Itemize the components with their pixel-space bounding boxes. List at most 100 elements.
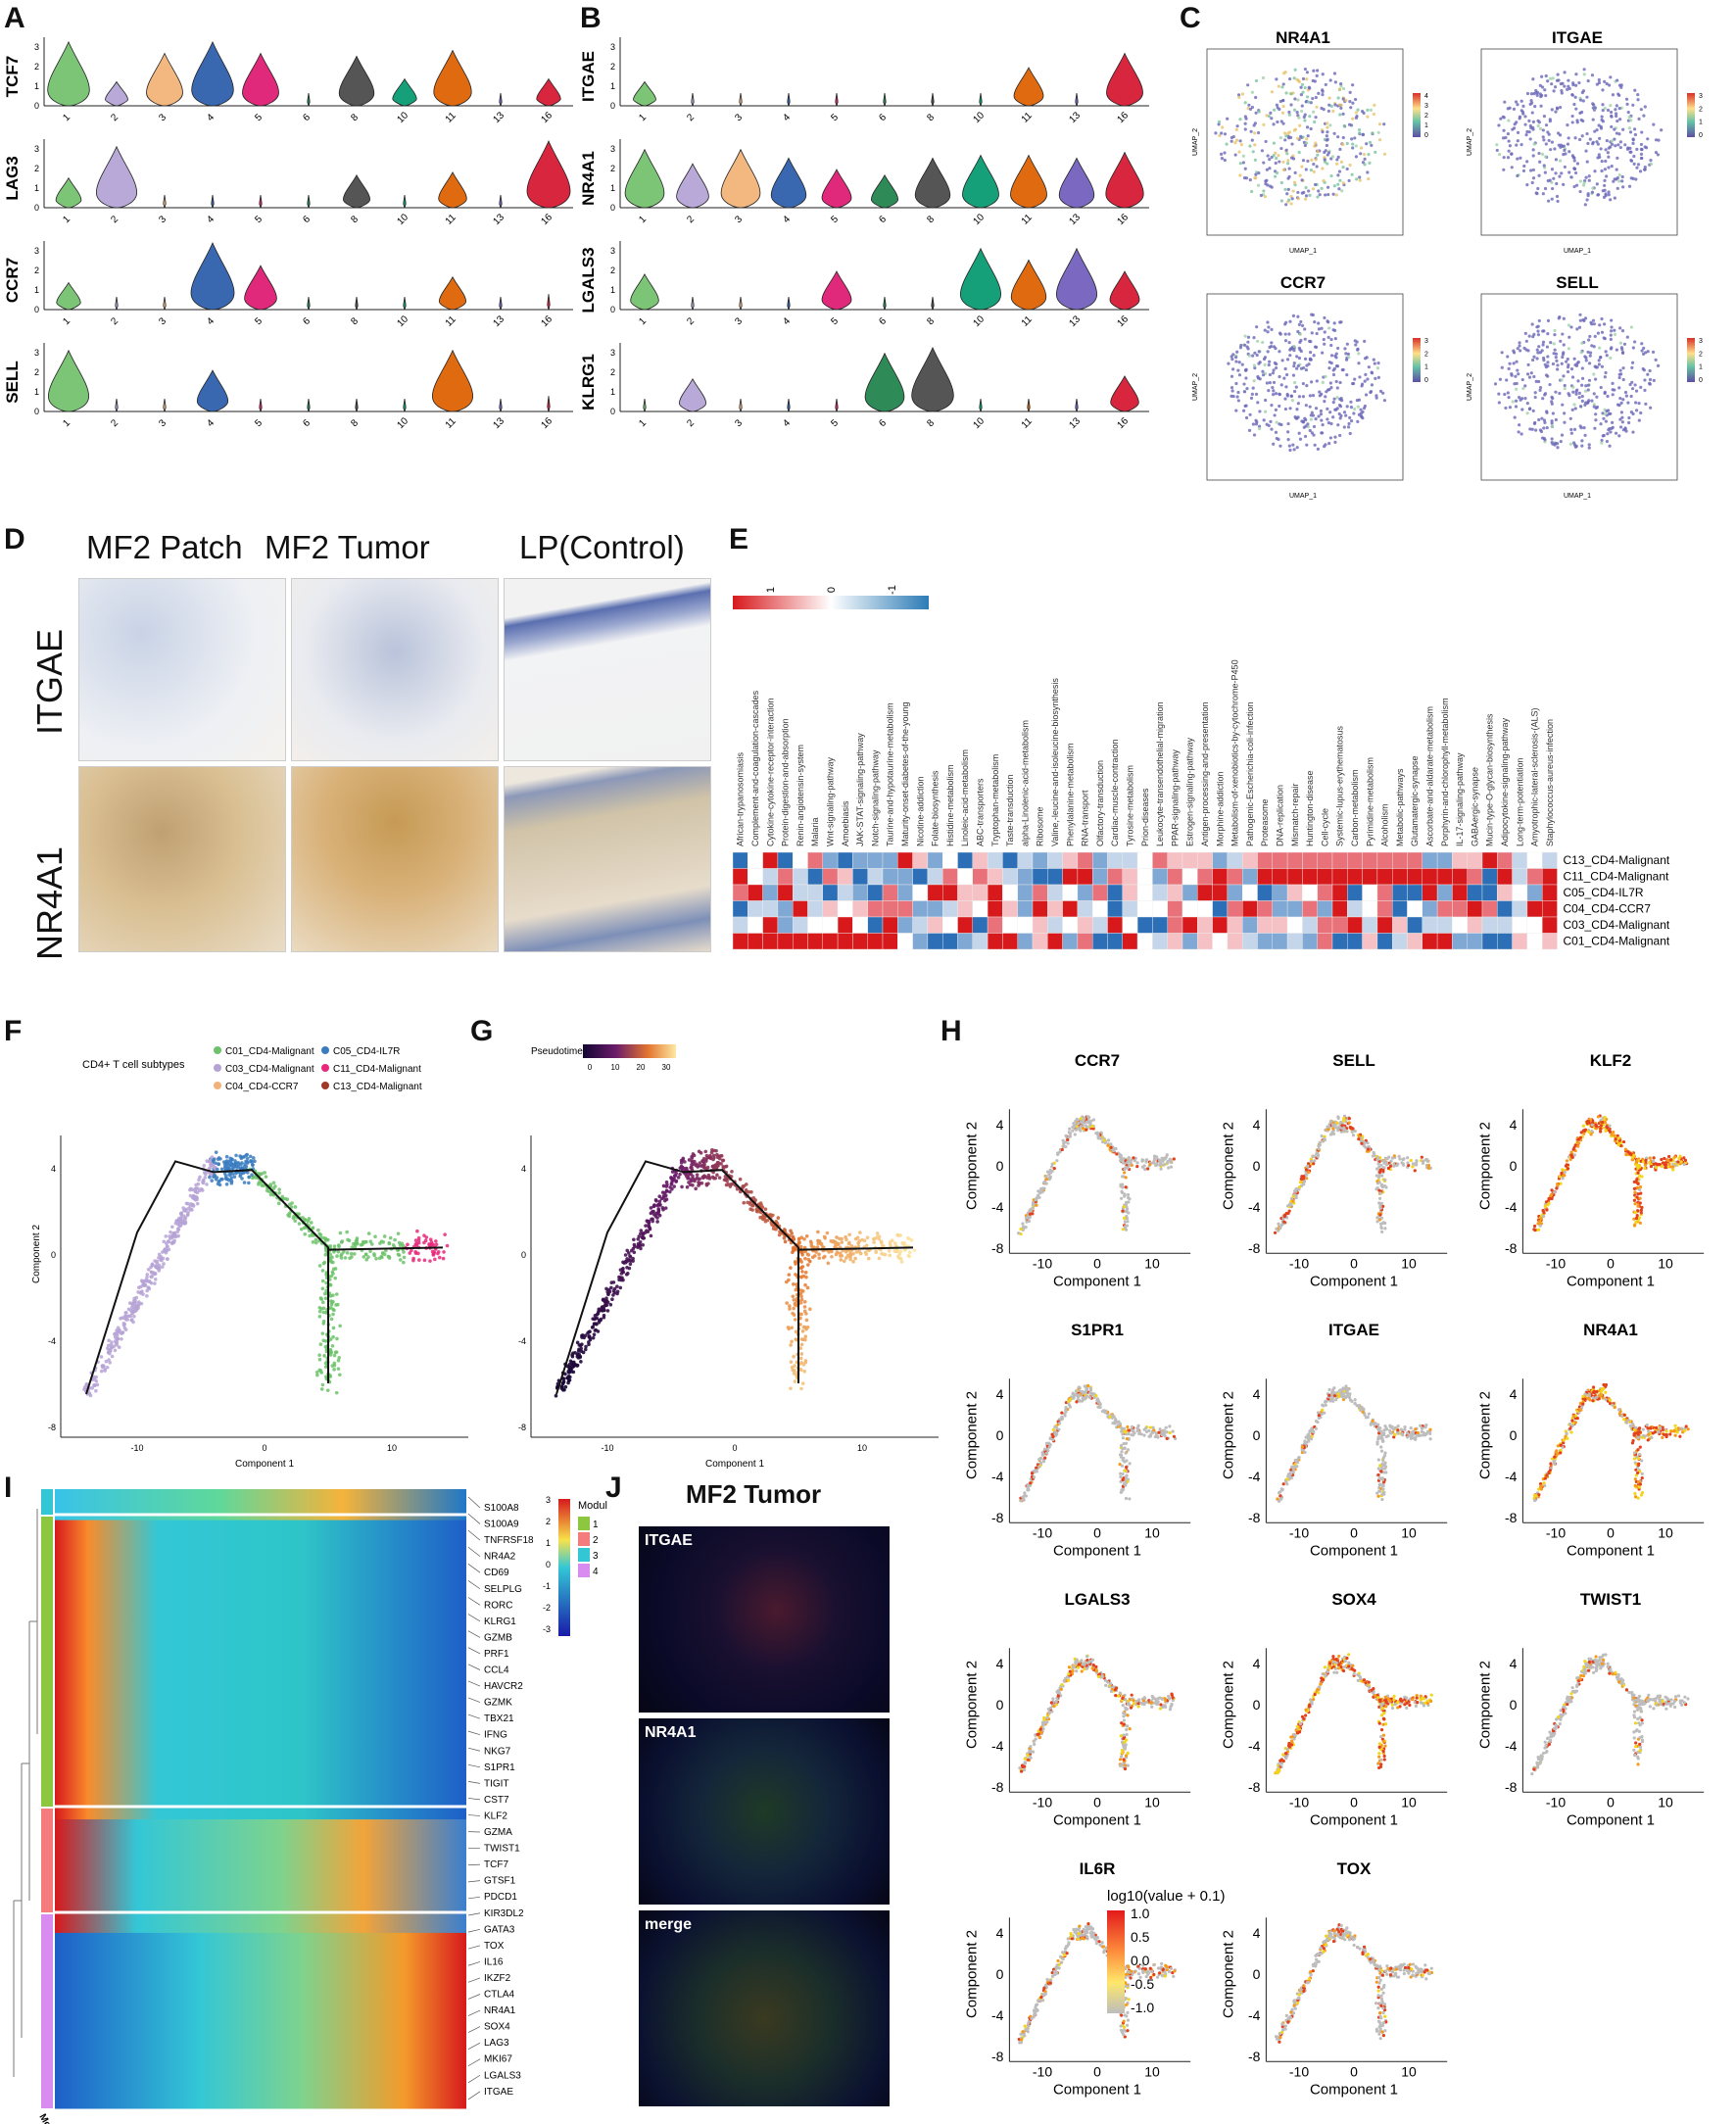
heat-e-cell bbox=[867, 868, 884, 886]
traj-h-point bbox=[1077, 1122, 1081, 1126]
umap-point bbox=[1567, 170, 1571, 174]
umap-point bbox=[1512, 362, 1516, 365]
traj-f-point bbox=[245, 1152, 249, 1157]
traj-f-point bbox=[117, 1345, 121, 1349]
heat-e-cell bbox=[852, 933, 868, 950]
umap-point bbox=[1614, 112, 1618, 116]
umap-point bbox=[1293, 68, 1297, 72]
umap-point bbox=[1566, 123, 1569, 127]
umap-point bbox=[1259, 193, 1263, 198]
violin-a-violin-TCF7-c6 bbox=[307, 93, 311, 107]
umap-point bbox=[1580, 134, 1584, 138]
heat-e-cell bbox=[1212, 884, 1229, 901]
traj-f-point bbox=[228, 1156, 233, 1161]
violin-b-cluster-tick: 5 bbox=[829, 417, 841, 429]
traj-f-point bbox=[297, 1222, 302, 1226]
traj-f-point bbox=[106, 1343, 111, 1348]
heat-e-cell bbox=[987, 900, 1003, 918]
traj-g-point bbox=[798, 1291, 803, 1296]
umap-point bbox=[1342, 410, 1347, 414]
umap-point bbox=[1602, 322, 1607, 326]
umap-point bbox=[1374, 396, 1378, 400]
heat-e-cell bbox=[1422, 884, 1438, 901]
umap-point bbox=[1291, 443, 1295, 447]
umap-point bbox=[1562, 316, 1566, 320]
umap-point bbox=[1625, 102, 1629, 106]
umap-point bbox=[1238, 173, 1242, 177]
traj-f-point bbox=[336, 1243, 341, 1247]
traj-f-point bbox=[317, 1314, 322, 1319]
traj-g-point bbox=[610, 1297, 614, 1302]
umap-point bbox=[1292, 180, 1297, 184]
traj-g-point bbox=[567, 1377, 572, 1382]
traj-g-point bbox=[798, 1266, 803, 1271]
umap-point bbox=[1304, 194, 1309, 198]
umap-point bbox=[1295, 77, 1299, 81]
umap-point bbox=[1266, 320, 1270, 324]
traj-h-point bbox=[1305, 1177, 1309, 1181]
traj-g-point bbox=[848, 1249, 852, 1253]
umap-point bbox=[1642, 114, 1646, 118]
umap-point bbox=[1545, 425, 1549, 430]
traj-f-point bbox=[299, 1227, 304, 1231]
violin-b-violin-LGALS3-c1 bbox=[630, 273, 659, 311]
umap-point bbox=[1630, 361, 1635, 364]
umap-point bbox=[1600, 316, 1604, 321]
umap-point bbox=[1569, 175, 1573, 179]
umap-point bbox=[1562, 182, 1566, 187]
traj-g-point bbox=[848, 1257, 852, 1262]
traj-f-point bbox=[325, 1388, 330, 1392]
traj-g-legend-tick: 20 bbox=[637, 1063, 646, 1072]
traj-g-point bbox=[604, 1296, 608, 1300]
umap-point bbox=[1316, 149, 1320, 154]
umap-point bbox=[1244, 376, 1248, 380]
violin-a-cluster-tick: 4 bbox=[205, 315, 217, 327]
violin-a-violin-SELL-c16 bbox=[547, 396, 551, 412]
traj-g-point bbox=[575, 1352, 580, 1356]
heat-e-cell bbox=[747, 916, 763, 934]
heat-e-cell bbox=[912, 884, 929, 901]
umap-point bbox=[1632, 162, 1636, 166]
umap-point bbox=[1596, 331, 1601, 335]
umap-point bbox=[1270, 427, 1274, 431]
traj-f-point bbox=[352, 1252, 357, 1256]
traj-f-point bbox=[250, 1173, 254, 1178]
umap-point bbox=[1611, 381, 1615, 385]
umap-point bbox=[1285, 392, 1289, 397]
umap-point bbox=[1290, 142, 1294, 146]
traj-f-legend-label: C11_CD4-Malignant bbox=[333, 1064, 421, 1075]
heat-e-cell bbox=[1047, 884, 1063, 901]
umap-colorbar bbox=[1687, 338, 1695, 382]
umap-point bbox=[1617, 375, 1621, 380]
umap-point bbox=[1326, 421, 1330, 425]
umap-point bbox=[1326, 151, 1331, 155]
traj-h-point bbox=[1031, 1207, 1035, 1211]
umap-point bbox=[1304, 404, 1308, 408]
heat-e-cell bbox=[1002, 851, 1018, 869]
heat-e-cell bbox=[1227, 884, 1243, 901]
umap-point bbox=[1516, 130, 1520, 134]
umap-point bbox=[1310, 410, 1314, 414]
traj-h-point bbox=[1328, 1133, 1333, 1136]
umap-point bbox=[1593, 334, 1597, 338]
heat-e-cell bbox=[1481, 851, 1498, 869]
violin-b-cluster-tick: 10 bbox=[971, 415, 987, 431]
heat-e-cell bbox=[1181, 851, 1198, 869]
heat-e-cell bbox=[732, 916, 748, 934]
umap-point bbox=[1586, 192, 1590, 196]
umap-point bbox=[1605, 410, 1609, 413]
traj-h-point bbox=[1128, 1197, 1132, 1201]
heat-e-pathway-label: Taste-transduction bbox=[1005, 774, 1015, 846]
umap-point bbox=[1279, 180, 1283, 185]
traj-f-legend-label: C05_CD4-IL7R bbox=[333, 1046, 400, 1057]
traj-g-point bbox=[808, 1239, 813, 1244]
traj-h-ylabel: Component 2 bbox=[963, 1122, 980, 1210]
traj-g-xlabel: Component 1 bbox=[705, 1459, 764, 1470]
traj-h-point bbox=[1128, 1163, 1132, 1167]
umap-point bbox=[1321, 130, 1325, 134]
heat-e-cell bbox=[1017, 916, 1034, 934]
umap-point bbox=[1348, 431, 1352, 436]
umap-point bbox=[1281, 99, 1285, 103]
traj-g-point bbox=[567, 1365, 572, 1370]
heat-e-cell bbox=[1497, 916, 1513, 934]
